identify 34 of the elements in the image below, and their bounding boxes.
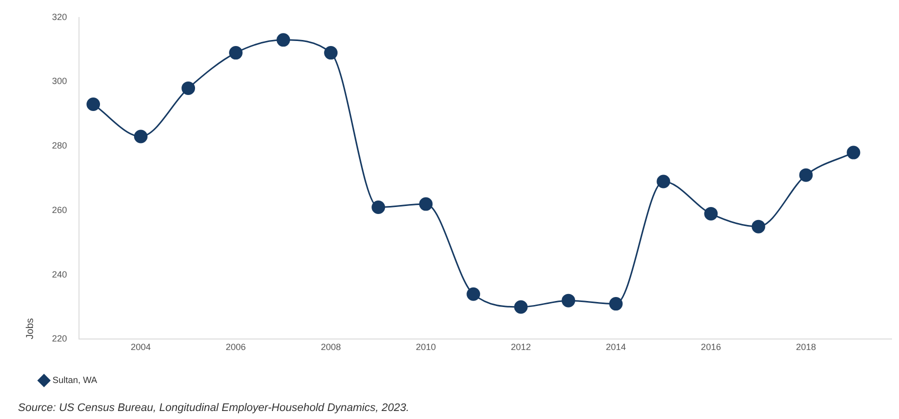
y-tick-label: 260 — [52, 204, 68, 215]
x-tick-label: 2016 — [700, 342, 721, 352]
y-tick-label: 220 — [52, 334, 68, 344]
x-tick-label: 2014 — [606, 342, 626, 352]
point — [609, 297, 623, 311]
y-tick-label: 280 — [52, 140, 68, 151]
point — [799, 168, 813, 182]
point — [324, 46, 338, 60]
point — [704, 206, 718, 220]
source-note: Source: US Census Bureau, Longitudinal Employer-Household Dynamics, 2023. — [18, 402, 410, 414]
point — [752, 220, 766, 234]
x-tick-label: 2004 — [130, 342, 151, 352]
x-tick-label: 2018 — [796, 342, 816, 352]
point — [419, 197, 433, 211]
legend-label: Sultan, WA — [52, 374, 98, 385]
point — [656, 174, 670, 188]
point — [372, 200, 386, 214]
point — [466, 287, 480, 301]
point — [182, 81, 196, 95]
point — [86, 98, 100, 112]
point — [562, 294, 576, 308]
y-axis-title: Jobs — [24, 318, 36, 340]
x-tick-label: 2006 — [226, 342, 246, 352]
y-tick-label: 300 — [52, 76, 68, 86]
y-tick-label: 320 — [52, 12, 68, 22]
point — [846, 146, 860, 160]
x-tick-label: 2010 — [416, 342, 436, 352]
point — [276, 33, 290, 47]
point — [514, 300, 528, 314]
point — [229, 46, 243, 60]
x-tick-label: 2008 — [320, 342, 341, 352]
point — [134, 130, 148, 144]
x-tick-label: 2012 — [510, 342, 531, 352]
y-tick-label: 240 — [52, 269, 68, 280]
